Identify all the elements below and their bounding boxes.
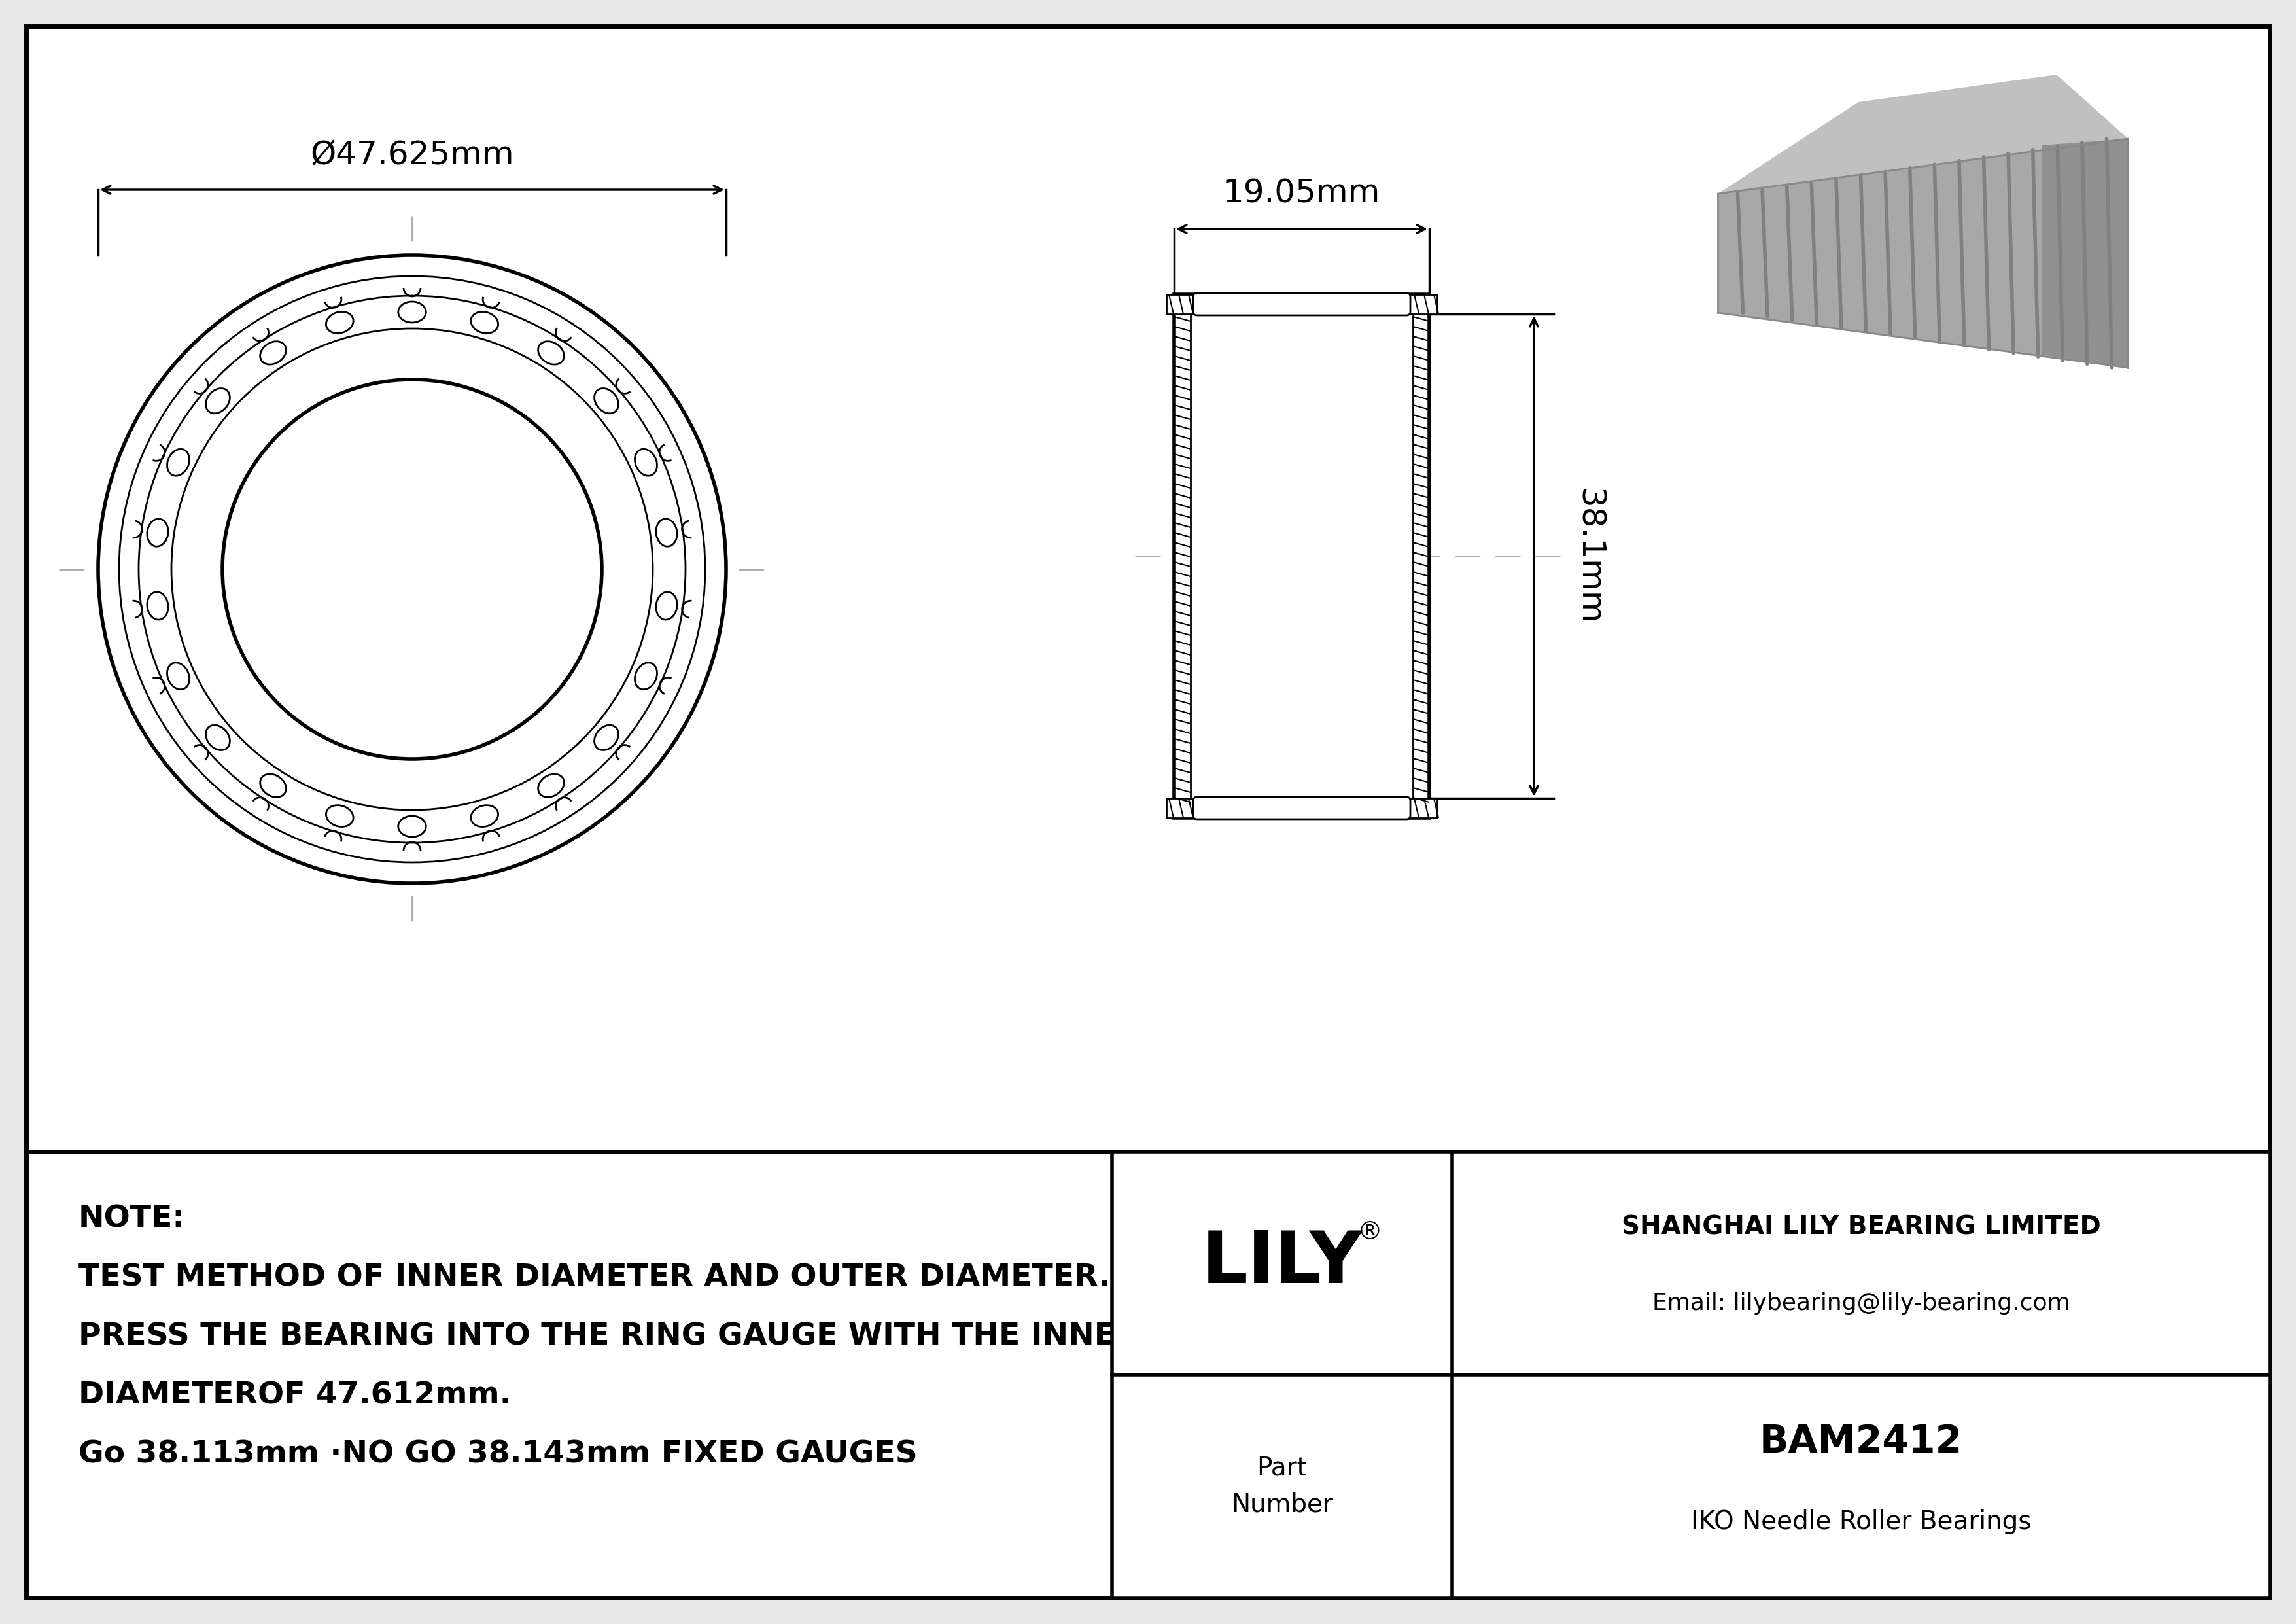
Circle shape: [119, 276, 705, 862]
Text: Email: lilybearing@lily-bearing.com: Email: lilybearing@lily-bearing.com: [1653, 1293, 2071, 1314]
Ellipse shape: [471, 312, 498, 333]
Ellipse shape: [397, 302, 427, 323]
Ellipse shape: [657, 518, 677, 547]
Polygon shape: [1717, 75, 2128, 193]
Ellipse shape: [207, 388, 230, 414]
Ellipse shape: [147, 593, 168, 620]
Bar: [1173, 294, 1430, 818]
Text: ®: ®: [1357, 1220, 1382, 1244]
Text: TEST METHOD OF INNER DIAMETER AND OUTER DIAMETER.: TEST METHOD OF INNER DIAMETER AND OUTER …: [78, 1263, 1111, 1293]
Polygon shape: [1717, 138, 2128, 367]
Bar: [1166, 294, 1437, 313]
Text: IKO Needle Roller Bearings: IKO Needle Roller Bearings: [1690, 1510, 2032, 1535]
Circle shape: [172, 328, 652, 810]
Text: 38.1mm: 38.1mm: [1573, 487, 1605, 624]
Ellipse shape: [147, 518, 168, 547]
Ellipse shape: [471, 806, 498, 827]
Ellipse shape: [168, 663, 188, 690]
Ellipse shape: [326, 806, 354, 827]
Text: 19.05mm: 19.05mm: [1224, 179, 1380, 209]
Ellipse shape: [634, 663, 657, 690]
Text: BAM2412: BAM2412: [1759, 1423, 1963, 1460]
Ellipse shape: [595, 388, 618, 414]
Ellipse shape: [537, 341, 565, 364]
Ellipse shape: [259, 341, 287, 364]
Bar: [1111, 1151, 2271, 1598]
Text: Part
Number: Part Number: [1231, 1455, 1334, 1517]
Text: SHANGHAI LILY BEARING LIMITED: SHANGHAI LILY BEARING LIMITED: [1621, 1215, 2101, 1239]
Ellipse shape: [397, 815, 427, 836]
Circle shape: [138, 296, 687, 843]
FancyBboxPatch shape: [1194, 797, 1410, 818]
Polygon shape: [2041, 138, 2128, 367]
Text: LILY: LILY: [1201, 1228, 1362, 1298]
Circle shape: [223, 380, 602, 758]
Bar: [1166, 799, 1437, 818]
Ellipse shape: [657, 593, 677, 620]
Text: DIAMETEROF 47.612mm.: DIAMETEROF 47.612mm.: [78, 1380, 512, 1410]
Ellipse shape: [595, 724, 618, 750]
Text: Go 38.113mm ·NO GO 38.143mm FIXED GAUGES: Go 38.113mm ·NO GO 38.143mm FIXED GAUGES: [78, 1439, 918, 1470]
Ellipse shape: [326, 312, 354, 333]
Text: NOTE:: NOTE:: [78, 1203, 186, 1233]
Ellipse shape: [537, 775, 565, 797]
Ellipse shape: [207, 724, 230, 750]
Circle shape: [99, 255, 726, 883]
Text: Ø47.625mm: Ø47.625mm: [310, 138, 514, 171]
Ellipse shape: [168, 450, 188, 476]
FancyBboxPatch shape: [1194, 292, 1410, 315]
Ellipse shape: [634, 450, 657, 476]
Ellipse shape: [259, 775, 287, 797]
Text: PRESS THE BEARING INTO THE RING GAUGE WITH THE INNER: PRESS THE BEARING INTO THE RING GAUGE WI…: [78, 1322, 1139, 1351]
